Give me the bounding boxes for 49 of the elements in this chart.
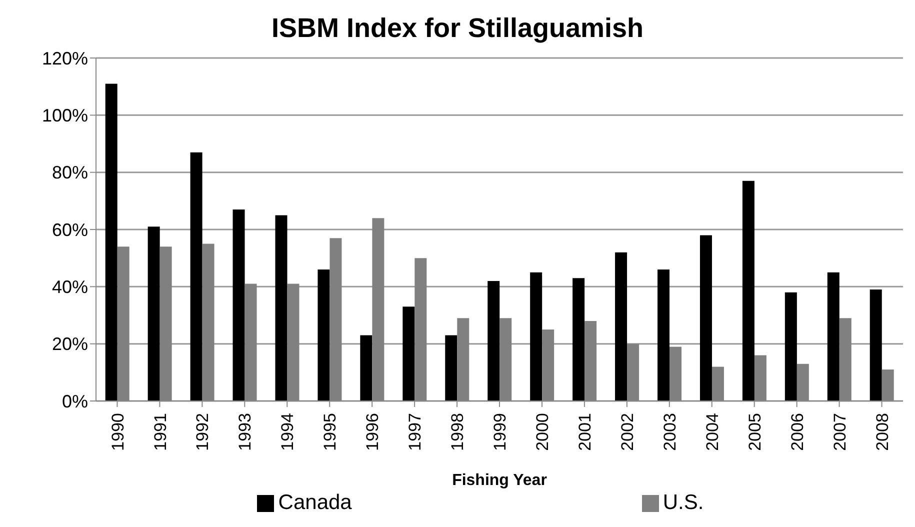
bar bbox=[360, 335, 372, 401]
chart-title: ISBM Index for Stillaguamish bbox=[270, 12, 645, 45]
y-tick-label: 80% bbox=[52, 162, 88, 183]
x-tick-label: 2000 bbox=[533, 413, 552, 451]
bar bbox=[275, 215, 288, 401]
x-tick-label: 1995 bbox=[320, 413, 340, 451]
bar bbox=[402, 306, 415, 401]
x-tick-label: 1993 bbox=[236, 413, 255, 451]
x-tick-label: 1994 bbox=[278, 413, 298, 451]
legend-label: Canada bbox=[278, 491, 352, 514]
y-tick-label: 0% bbox=[62, 391, 88, 412]
legend-label: U.S. bbox=[662, 491, 704, 514]
bar bbox=[572, 278, 585, 401]
bar bbox=[784, 292, 797, 401]
x-tick-label: 2005 bbox=[745, 413, 764, 451]
bar bbox=[742, 180, 754, 401]
x-tick-label: 2001 bbox=[576, 413, 595, 451]
bar bbox=[190, 152, 202, 401]
bar bbox=[445, 335, 458, 401]
x-tick-label: 2002 bbox=[618, 413, 637, 451]
x-tick-label: 2008 bbox=[872, 413, 892, 451]
x-tick-label: 2006 bbox=[788, 413, 807, 451]
bar bbox=[148, 226, 160, 401]
x-tick-label: 2007 bbox=[830, 413, 850, 451]
y-tick-label: 60% bbox=[52, 220, 88, 240]
bar bbox=[615, 252, 628, 401]
bar bbox=[488, 280, 500, 401]
bar bbox=[658, 270, 670, 401]
bar bbox=[318, 270, 330, 401]
bar bbox=[232, 209, 245, 401]
x-tick-label: 2003 bbox=[660, 413, 680, 451]
x-tick-label: 1990 bbox=[108, 413, 128, 451]
bar bbox=[870, 290, 882, 401]
y-tick-label: 40% bbox=[52, 277, 88, 298]
x-tick-label: 1999 bbox=[490, 413, 510, 451]
y-tick-label: 20% bbox=[52, 334, 88, 354]
bar bbox=[530, 272, 542, 401]
x-tick-label: 2004 bbox=[702, 413, 722, 451]
bar bbox=[827, 272, 840, 401]
x-tick-label: 1992 bbox=[193, 413, 212, 451]
y-tick-label: 100% bbox=[42, 106, 88, 126]
x-tick-label: 1997 bbox=[406, 413, 425, 451]
bar bbox=[105, 84, 118, 401]
y-tick-label: 120% bbox=[42, 48, 88, 68]
x-axis-title: Fishing Year bbox=[452, 472, 547, 489]
x-tick-label: 1998 bbox=[448, 413, 468, 451]
x-tick-label: 1996 bbox=[363, 413, 382, 451]
x-tick-label: 1991 bbox=[150, 413, 170, 451]
bar bbox=[700, 235, 712, 401]
